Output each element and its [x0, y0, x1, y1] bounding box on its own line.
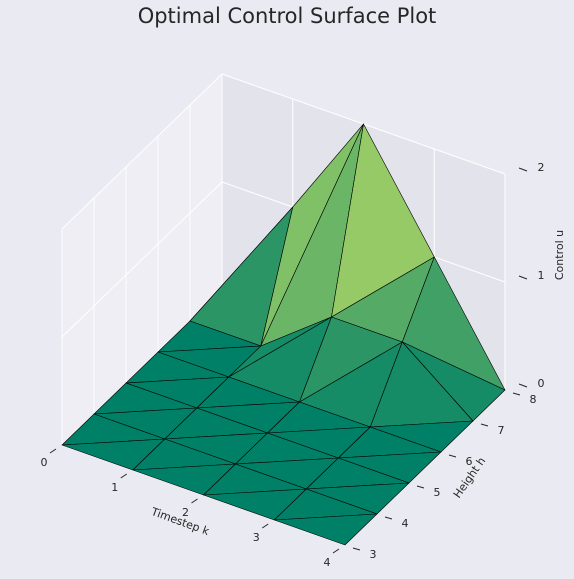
y-tick-label: 5: [434, 486, 441, 499]
y-tick-label: 3: [370, 548, 377, 561]
z-tick-label: 1: [538, 269, 545, 282]
chart-title: Optimal Control Surface Plot: [138, 4, 437, 28]
tick-mark: [384, 516, 393, 520]
tick-mark: [332, 548, 340, 554]
tick-mark: [261, 523, 269, 529]
tick-mark: [352, 547, 361, 551]
x-tick-label: 0: [41, 456, 48, 469]
grid-line: [61, 73, 223, 230]
tick-mark: [518, 167, 528, 172]
x-tick-label: 2: [182, 506, 189, 519]
tick-mark: [191, 498, 198, 504]
z-tick-label: 2: [538, 161, 545, 174]
z-tick-label: 0: [538, 377, 545, 390]
tick-mark: [518, 275, 528, 280]
z-axis-label: Control u: [553, 230, 566, 280]
tick-mark: [448, 454, 457, 458]
tick-mark: [416, 485, 425, 489]
tick-mark: [480, 423, 489, 427]
x-tick-label: 4: [324, 556, 331, 569]
tick-mark: [120, 473, 128, 479]
tick-mark: [49, 448, 57, 454]
y-tick-label: 4: [402, 517, 409, 530]
x-axis-label: Timestep k: [149, 505, 212, 538]
y-tick-label: 7: [498, 424, 505, 437]
tick-mark: [512, 392, 521, 396]
surface-facet: [273, 513, 378, 546]
x-tick-label: 1: [111, 481, 118, 494]
x-tick-label: 3: [253, 531, 260, 544]
tick-mark: [518, 383, 528, 388]
y-tick-label: 8: [530, 393, 537, 406]
y-tick-label: 6: [466, 455, 473, 468]
grid-line: [61, 181, 223, 338]
